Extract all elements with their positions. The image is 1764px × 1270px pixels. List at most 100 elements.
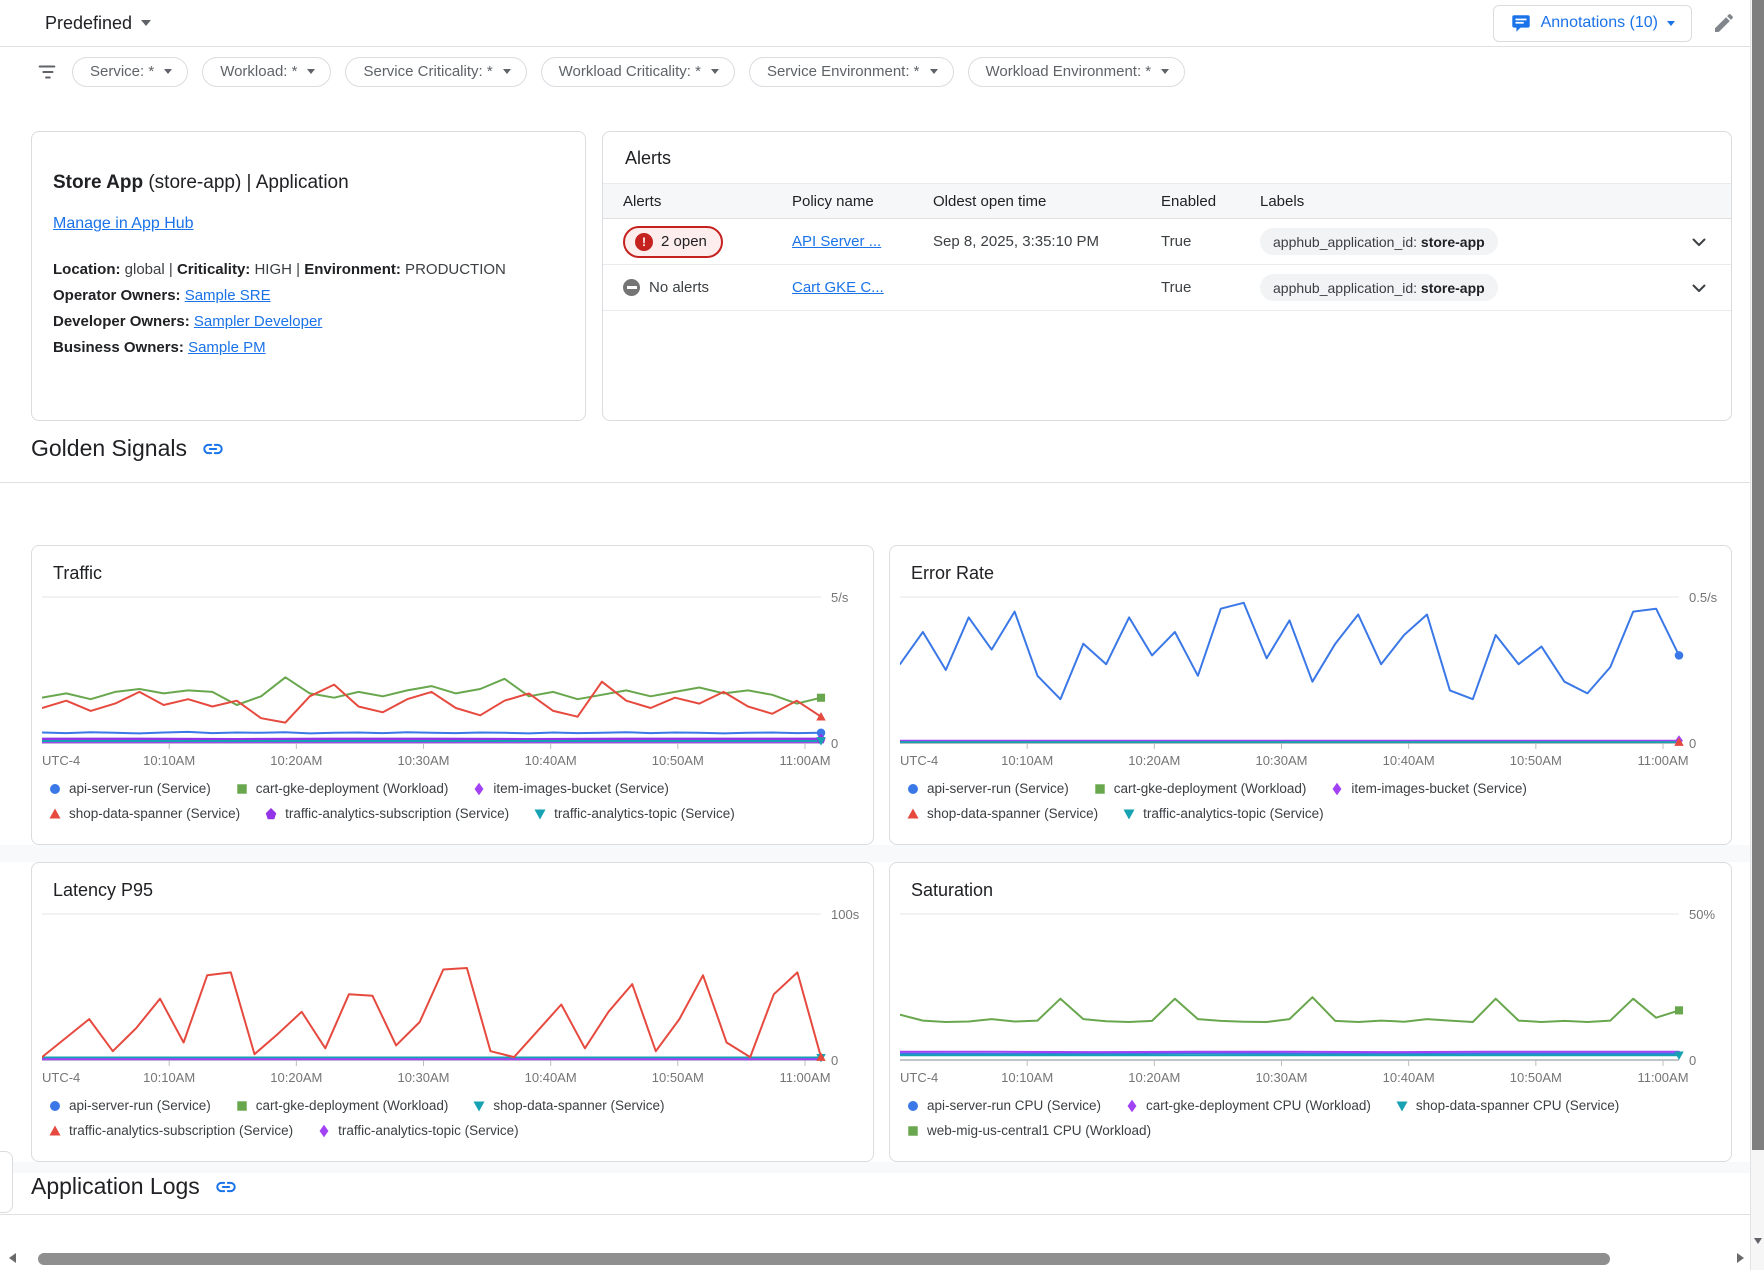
filter-chip[interactable]: Workload: * [202,57,331,87]
policy-name-link[interactable]: Cart GKE C... [792,279,884,296]
saturation-legend: api-server-run CPU (Service) cart-gke-dep… [890,1096,1731,1138]
svg-text:10:10AM: 10:10AM [1001,1070,1053,1085]
svg-text:10:50AM: 10:50AM [652,753,704,768]
chevron-down-icon [1687,276,1711,300]
vertical-scrollbar[interactable] [1750,0,1764,1270]
scroll-right-arrow-icon[interactable] [1737,1253,1744,1263]
legend-item[interactable]: cart-gke-deployment (Workload) [235,781,449,796]
expand-row-button[interactable] [1667,230,1731,254]
filter-chips: Service: * Workload: * Service Criticality… [72,57,1185,87]
svg-text:UTC-4: UTC-4 [900,1070,938,1085]
chart-canvas: 100s0UTC-410:10AM10:20AM10:30AM10:40AM10… [42,906,883,1096]
annotations-button[interactable]: Annotations (10) [1493,5,1692,42]
svg-text:50%: 50% [1689,907,1715,922]
error-rate-chart-card: Error Rate 0.5/s0UTC-410:10AM10:20AM10:3… [889,545,1732,845]
predefined-dropdown[interactable]: Predefined [45,13,151,34]
filter-chip[interactable]: Service Environment: * [749,57,954,87]
expand-row-button[interactable] [1667,276,1731,300]
horizontal-scrollbar-thumb[interactable] [38,1253,1610,1265]
legend-marker-icon [48,1099,62,1113]
manage-in-app-hub-link[interactable]: Manage in App Hub [53,215,194,233]
legend-marker-icon [906,807,920,821]
collapsed-panel-handle[interactable] [0,1151,13,1213]
filter-chip[interactable]: Service Criticality: * [345,57,526,87]
svg-text:10:40AM: 10:40AM [525,1070,577,1085]
application-info-card: Store App (store-app) | Application Mana… [31,131,586,421]
owner-link[interactable]: Sample PM [188,339,266,356]
open-alerts-count: 2 open [661,233,707,250]
legend-item[interactable]: traffic-analytics-topic (Service) [533,806,735,821]
legend-marker-icon [906,782,920,796]
legend-item[interactable]: shop-data-spanner (Service) [472,1098,664,1113]
filter-icon [36,61,58,83]
legend-item[interactable]: traffic-analytics-topic (Service) [1122,806,1324,821]
legend-label: traffic-analytics-topic (Service) [554,806,735,821]
svg-text:10:40AM: 10:40AM [1383,1070,1435,1085]
legend-label: traffic-analytics-subscription (Service) [69,1123,293,1138]
filter-chip[interactable]: Workload Environment: * [968,57,1186,87]
svg-text:10:30AM: 10:30AM [397,753,449,768]
legend-item[interactable]: shop-data-spanner CPU (Service) [1395,1098,1619,1113]
legend-item[interactable]: cart-gke-deployment (Workload) [235,1098,449,1113]
legend-marker-icon [264,807,278,821]
legend-item[interactable]: api-server-run (Service) [48,1098,211,1113]
golden-signals-header: Golden Signals [31,435,224,462]
legend-item[interactable]: cart-gke-deployment (Workload) [1093,781,1307,796]
chart-canvas: 5/s0UTC-410:10AM10:20AM10:30AM10:40AM10:… [42,589,883,779]
legend-item[interactable]: traffic-analytics-topic (Service) [317,1123,519,1138]
legend-label: shop-data-spanner (Service) [927,806,1098,821]
application-logs-title: Application Logs [31,1173,200,1200]
saturation-chart-card: Saturation 50%0UTC-410:10AM10:20AM10:30A… [889,862,1732,1162]
legend-item[interactable]: api-server-run (Service) [906,781,1069,796]
owner-row: Operator Owners: Sample SRE [53,287,561,304]
open-alerts-badge[interactable]: !2 open [623,226,723,258]
saturation-chart[interactable]: 50%0UTC-410:10AM10:20AM10:30AM10:40AM10:… [890,906,1731,1096]
legend-item[interactable]: traffic-analytics-subscription (Service) [48,1123,293,1138]
chevron-down-icon [141,20,151,26]
svg-text:10:40AM: 10:40AM [1383,753,1435,768]
legend-item[interactable]: cart-gke-deployment CPU (Workload) [1125,1098,1371,1113]
edit-button[interactable] [1712,11,1736,35]
horizontal-scrollbar[interactable] [0,1248,1750,1270]
legend-marker-icon [1093,782,1107,796]
legend-item[interactable]: traffic-analytics-subscription (Service) [264,806,509,821]
legend-label: cart-gke-deployment (Workload) [1114,781,1307,796]
legend-item[interactable]: shop-data-spanner (Service) [906,806,1098,821]
svg-text:5/s: 5/s [831,590,849,605]
filter-chip-label: Workload: * [220,63,297,80]
chart-title: Saturation [890,863,1731,901]
latency-p95-chart[interactable]: 100s0UTC-410:10AM10:20AM10:30AM10:40AM10… [32,906,873,1096]
chevron-down-icon [503,69,511,74]
owner-link[interactable]: Sample SRE [185,287,271,304]
application-meta: Location: global | Criticality: HIGH | E… [53,261,561,278]
traffic-chart-card: Traffic 5/s0UTC-410:10AM10:20AM10:30AM10… [31,545,874,845]
legend-item[interactable]: shop-data-spanner (Service) [48,806,240,821]
policy-name-link[interactable]: API Server ... [792,233,881,250]
error-rate-chart[interactable]: 0.5/s0UTC-410:10AM10:20AM10:30AM10:40AM1… [890,589,1731,779]
legend-marker-icon [235,782,249,796]
legend-item[interactable]: web-mig-us-central1 CPU (Workload) [906,1123,1151,1138]
link-icon[interactable] [202,438,224,460]
main-content: Store App (store-app) | Application Mana… [0,95,1750,1248]
vertical-scrollbar-thumb[interactable] [1752,0,1764,1150]
error-rate-legend: api-server-run (Service) cart-gke-deploym… [890,779,1731,821]
chart-canvas: 0.5/s0UTC-410:10AM10:20AM10:30AM10:40AM1… [900,589,1741,779]
alerts-title: Alerts [603,132,1731,169]
legend-item[interactable]: item-images-bucket (Service) [1330,781,1527,796]
legend-item[interactable]: api-server-run (Service) [48,781,211,796]
svg-text:UTC-4: UTC-4 [42,753,80,768]
link-icon[interactable] [215,1176,237,1198]
legend-item[interactable]: item-images-bucket (Service) [472,781,669,796]
legend-label: api-server-run (Service) [69,1098,211,1113]
filter-chip-label: Service Environment: * [767,63,920,80]
owner-link[interactable]: Sampler Developer [194,313,322,330]
traffic-chart[interactable]: 5/s0UTC-410:10AM10:20AM10:30AM10:40AM10:… [32,589,873,779]
legend-label: api-server-run (Service) [927,781,1069,796]
scroll-left-arrow-icon[interactable] [9,1253,16,1263]
filter-chip[interactable]: Workload Criticality: * [541,57,735,87]
scroll-down-arrow-icon[interactable] [1754,1238,1762,1244]
svg-text:100s: 100s [831,907,860,922]
legend-item[interactable]: api-server-run CPU (Service) [906,1098,1101,1113]
filter-chip-label: Service: * [90,63,154,80]
filter-chip[interactable]: Service: * [72,57,188,87]
